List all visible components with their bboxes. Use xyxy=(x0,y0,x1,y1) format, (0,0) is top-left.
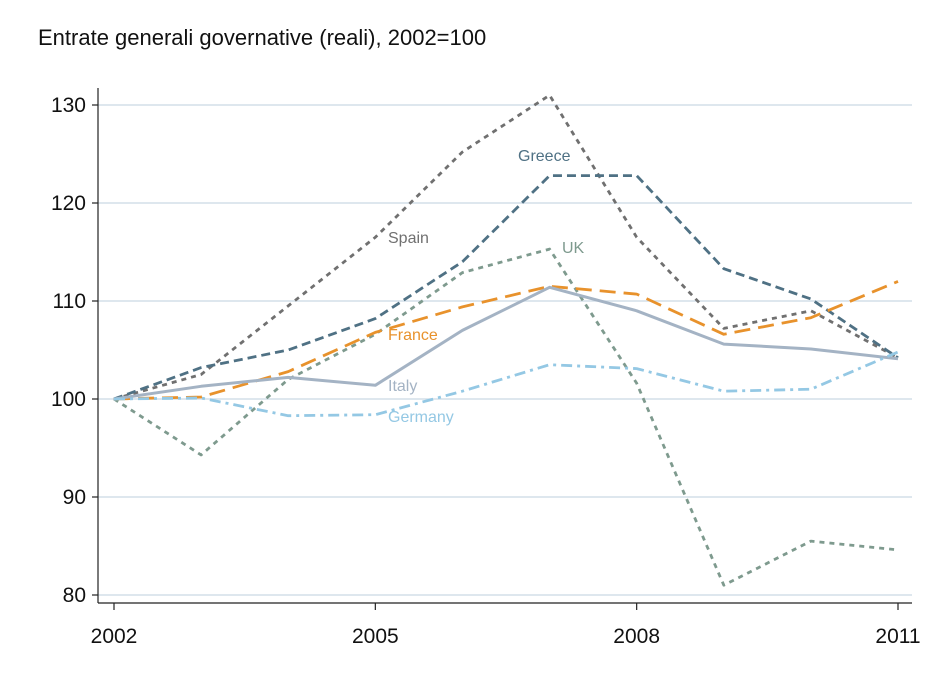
chart-title: Entrate generali governative (reali), 20… xyxy=(38,25,486,50)
series-line-france xyxy=(113,280,899,401)
series-label-spain: Spain xyxy=(388,230,429,247)
ytick-label-80: 80 xyxy=(63,584,86,607)
xtick-label-2002: 2002 xyxy=(91,625,138,648)
xtick-label-2008: 2008 xyxy=(613,625,660,648)
axes: 80 90 100 110 120 130 2002 2005 2008 2011 xyxy=(51,88,921,648)
series-lines xyxy=(113,93,899,587)
ytick-label-130: 130 xyxy=(51,94,86,117)
grid xyxy=(98,104,912,596)
series-line-italy xyxy=(113,285,899,401)
ytick-label-120: 120 xyxy=(51,192,86,215)
xtick-label-2005: 2005 xyxy=(352,625,399,648)
series-line-uk xyxy=(113,247,899,587)
series-line-greece xyxy=(113,174,899,401)
series-line-germany xyxy=(113,350,899,418)
ytick-label-100: 100 xyxy=(51,388,86,411)
ytick-label-90: 90 xyxy=(63,486,86,509)
series-label-greece: Greece xyxy=(518,148,571,165)
ytick-label-110: 110 xyxy=(53,290,86,313)
series-label-italy: Italy xyxy=(388,378,417,395)
series-label-germany: Germany xyxy=(388,409,454,426)
series-line-spain xyxy=(113,93,899,401)
series-labels: Spain Greece UK France Italy Germany xyxy=(388,148,585,426)
series-label-uk: UK xyxy=(562,240,585,257)
xtick-label-2011: 2011 xyxy=(875,625,920,648)
series-label-france: France xyxy=(388,327,438,344)
